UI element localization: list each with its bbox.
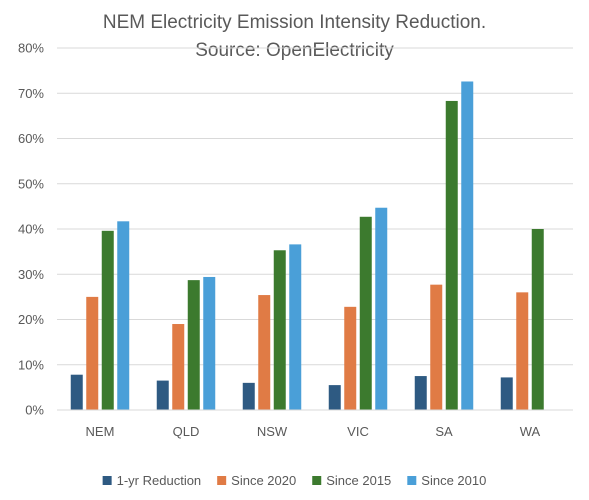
y-tick-label: 0% (25, 403, 44, 418)
bar (531, 229, 544, 410)
x-tick-label: WA (520, 424, 541, 439)
x-tick-label: NEM (86, 424, 115, 439)
series-1-yr-reduction (70, 374, 513, 410)
bar (344, 306, 357, 410)
bar (414, 376, 427, 410)
x-tick-label: NSW (257, 424, 288, 439)
y-tick-label: 80% (18, 41, 44, 56)
y-tick-label: 50% (18, 176, 44, 191)
bar (516, 292, 529, 410)
bar (86, 296, 99, 411)
legend-item: 1-yr Reduction (102, 473, 202, 488)
bar (375, 207, 388, 410)
bar (101, 230, 114, 410)
legend-item: Since 2010 (407, 473, 486, 488)
bar (289, 244, 302, 410)
bar (117, 221, 130, 410)
bar (187, 280, 200, 410)
legend-label: Since 2020 (231, 473, 296, 488)
bar (430, 284, 443, 410)
legend-swatch (407, 476, 417, 485)
bar (172, 324, 185, 410)
y-axis-tick-labels: 0% 10% 20% 30% 40% 50% 60% 70% 80% (18, 41, 44, 418)
legend: 1-yr Reduction Since 2020 Since 2015 Since … (102, 473, 486, 488)
bar (156, 380, 169, 410)
series-since-2015 (101, 100, 544, 410)
legend-swatch (217, 476, 227, 485)
legend-item: Since 2015 (312, 473, 391, 488)
bar (500, 377, 513, 410)
x-tick-label: QLD (173, 424, 200, 439)
chart-title: NEM Electricity Emission Intensity Reduc… (103, 12, 486, 61)
y-tick-label: 10% (18, 357, 44, 372)
legend-swatch (102, 476, 112, 485)
chart-title-line-1: NEM Electricity Emission Intensity Reduc… (103, 12, 486, 33)
y-tick-label: 60% (18, 131, 44, 146)
bar (328, 385, 341, 410)
y-tick-label: 20% (18, 312, 44, 327)
x-axis-tick-labels: NEM QLD NSW VIC SA WA (86, 424, 541, 439)
bar-series (70, 81, 544, 411)
gridlines (57, 47, 573, 366)
bar (258, 295, 271, 410)
y-tick-label: 30% (18, 267, 44, 282)
legend-label: 1-yr Reduction (117, 473, 202, 488)
chart-title-line-2: Source: OpenElectricity (195, 40, 394, 61)
series-since-2010 (117, 81, 474, 411)
legend-item: Since 2020 (217, 473, 296, 488)
bar (445, 100, 458, 410)
bar (70, 374, 83, 410)
legend-swatch (312, 476, 322, 485)
bar (359, 216, 372, 410)
legend-label: Since 2010 (421, 473, 486, 488)
y-tick-label: 70% (18, 86, 44, 101)
y-tick-label: 40% (18, 222, 44, 237)
bar (203, 276, 216, 410)
legend-label: Since 2015 (326, 473, 391, 488)
x-tick-label: SA (435, 424, 453, 439)
bar (242, 382, 255, 410)
series-since-2020 (86, 284, 529, 411)
bar (273, 250, 286, 410)
bar (461, 81, 474, 411)
x-tick-label: VIC (347, 424, 369, 439)
